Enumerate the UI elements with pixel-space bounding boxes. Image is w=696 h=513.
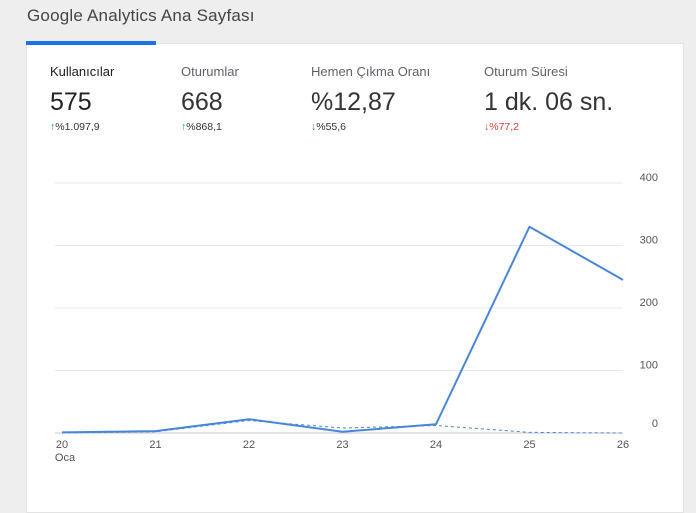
metric-label: Kullanıcılar [50,64,115,79]
x-tick-label: 23 [336,439,348,451]
metric-change: ↓%55,6 [311,121,430,133]
chart-grid [55,182,623,434]
x-tick-label: 26 [617,439,629,451]
x-tick-label: 20 [56,439,68,451]
chart-series [61,225,624,434]
y-tick-label: 300 [640,235,658,247]
metric-change: ↓%77,2 [484,121,613,133]
active-tab-indicator [26,41,156,45]
metrics-card: Kullanıcılar 575 ↑%1.097,9 Oturumlar 668… [26,43,684,513]
metric-value: %12,87 [311,88,396,116]
metric-label: Hemen Çıkma Oranı [311,64,431,79]
metric-value: 668 [181,88,223,116]
change-value: %868,1 [186,121,222,133]
metric-value: 575 [50,88,92,116]
metric-label: Oturumlar [181,64,239,79]
metric-session-duration[interactable]: Oturum Süresi 1 dk. 06 sn. ↓%77,2 [484,64,613,133]
x-tick-label: 22 [243,439,255,451]
metric-change: ↑%1.097,9 [50,121,114,133]
y-tick-label: 0 [652,418,658,430]
arrow-down-icon: ↓ [484,121,490,133]
change-value: %77,2 [489,121,520,133]
arrow-up-icon: ↑ [181,121,187,133]
x-tick-label: 21 [149,439,161,451]
page-title: Google Analytics Ana Sayfası [27,6,255,25]
chart-labels: 0 100 200 300 400 20 21 22 23 24 25 26 Oca [55,172,658,464]
metric-users[interactable]: Kullanıcılar 575 ↑%1.097,9 [50,64,114,133]
metric-value: 1 dk. 06 sn. [484,88,614,116]
x-tick-label: 24 [430,439,442,451]
metric-sessions[interactable]: Oturumlar 668 ↑%868,1 [181,64,239,133]
change-value: %55,6 [316,121,347,133]
arrow-up-icon: ↑ [50,121,56,133]
x-tick-label: 25 [523,439,535,451]
y-tick-label: 100 [640,360,658,372]
y-tick-label: 400 [640,172,658,184]
x-month-label: Oca [55,452,76,464]
arrow-down-icon: ↓ [311,121,317,133]
metric-label: Oturum Süresi [484,64,568,79]
series-line [61,225,624,434]
metric-bounce-rate[interactable]: Hemen Çıkma Oranı %12,87 ↓%55,6 [311,64,430,133]
comparison-series-line [61,420,624,434]
metric-change: ↑%868,1 [181,121,239,133]
y-tick-label: 200 [640,297,658,309]
change-value: %1.097,9 [55,121,100,133]
